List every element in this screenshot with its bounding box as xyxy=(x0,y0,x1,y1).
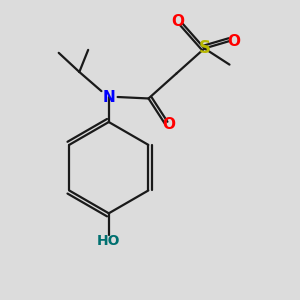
Text: O: O xyxy=(163,118,176,133)
Text: N: N xyxy=(102,89,115,104)
Text: O: O xyxy=(172,14,184,28)
Text: O: O xyxy=(227,34,240,49)
Text: S: S xyxy=(199,39,211,57)
Text: HO: HO xyxy=(97,234,121,248)
